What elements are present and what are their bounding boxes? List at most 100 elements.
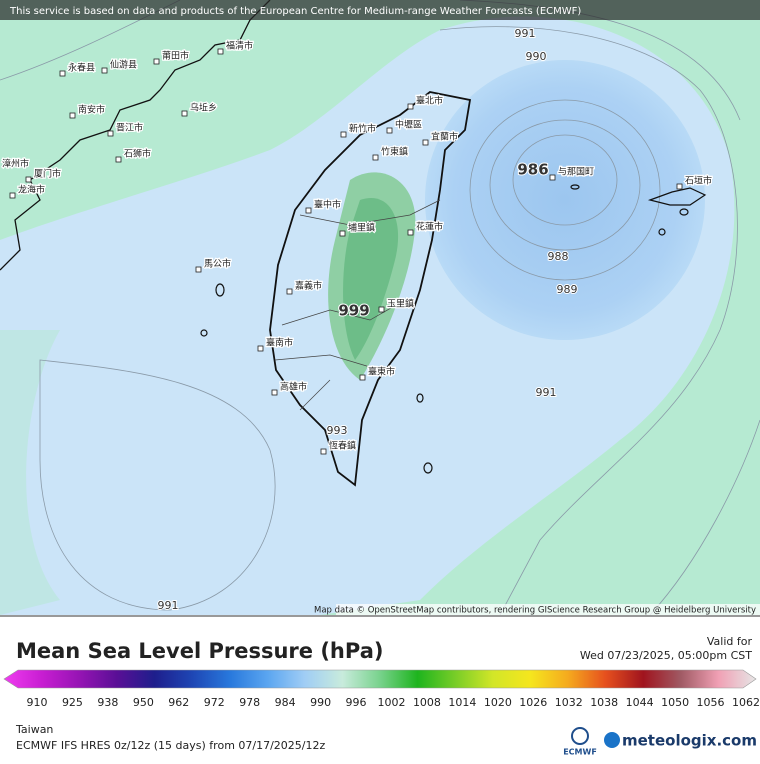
banner-background bbox=[0, 0, 760, 20]
contour-label: 999 bbox=[338, 302, 369, 320]
contour-label: 993 bbox=[327, 424, 348, 437]
colorbar-tick-label: 910 bbox=[27, 696, 48, 709]
contour-labels: 991 990 986 988 989 991 999 993 991 bbox=[157, 26, 579, 613]
place-marker bbox=[676, 183, 683, 190]
place-marker bbox=[372, 154, 379, 161]
colorbar-tick-label: 1020 bbox=[484, 696, 512, 709]
brand[interactable]: meteologix.com bbox=[622, 732, 757, 750]
colorbar-tick-label: 1038 bbox=[590, 696, 618, 709]
colorbar-tick-label: 962 bbox=[168, 696, 189, 709]
place-marker bbox=[217, 48, 224, 55]
colorbar-tick-label: 990 bbox=[310, 696, 331, 709]
place-label: 龙海市 bbox=[18, 184, 45, 196]
place-marker bbox=[195, 266, 202, 273]
place-marker bbox=[59, 70, 66, 77]
colorbar-tick-label: 1026 bbox=[519, 696, 547, 709]
place-marker bbox=[107, 130, 114, 137]
model-info: ECMWF IFS HRES 0z/12z (15 days) from 07/… bbox=[16, 739, 326, 752]
place-label: 玉里鎮 bbox=[387, 298, 414, 310]
terrain-pressure bbox=[343, 198, 399, 360]
contour-label: 991 bbox=[158, 599, 179, 612]
legend-title: Mean Sea Level Pressure (hPa) bbox=[16, 639, 383, 663]
place-marker bbox=[378, 306, 385, 313]
region: Taiwan bbox=[15, 723, 53, 736]
place-label: 恆春鎮 bbox=[329, 440, 356, 452]
colorbar-tick-label: 1056 bbox=[697, 696, 725, 709]
place-label: 竹東鎮 bbox=[381, 146, 408, 158]
colorbar: 910 925 938 950 962 972 978 984 990 996 1002 1008 10… bbox=[3, 669, 760, 709]
place-label: 漳州市 bbox=[2, 158, 29, 170]
valid-time: Wed 07/23/2025, 05:00pm CST bbox=[580, 649, 752, 662]
banner: This service is based on data and produc… bbox=[9, 6, 581, 17]
place-label: 花蓮市 bbox=[416, 221, 443, 233]
ecmwf-text: ECMWF bbox=[563, 748, 597, 757]
contour-label: 991 bbox=[515, 27, 536, 40]
place-marker bbox=[305, 207, 312, 214]
place-label: 中壢區 bbox=[395, 119, 422, 131]
taiwan-outline bbox=[269, 91, 472, 487]
valid-label: Valid for bbox=[707, 635, 753, 648]
place-label: 馬公市 bbox=[204, 258, 231, 270]
islands bbox=[200, 184, 707, 474]
place-label: 与那国町 bbox=[558, 167, 594, 178]
place-label: 臺南市 bbox=[266, 337, 293, 349]
contour-label: 991 bbox=[536, 386, 557, 399]
place-label: 厦门市 bbox=[34, 168, 61, 180]
place-marker bbox=[101, 67, 108, 74]
colorbar-tick-label: 925 bbox=[62, 696, 83, 709]
pressure-area bbox=[0, 330, 60, 615]
place-marker bbox=[359, 374, 366, 381]
ecmwf-logo: ECMWF bbox=[563, 727, 597, 757]
place-marker bbox=[181, 110, 188, 117]
place-label: 晋江市 bbox=[116, 122, 143, 134]
place-marker bbox=[320, 448, 327, 455]
place-label: 臺中市 bbox=[314, 199, 341, 211]
place-marker bbox=[9, 192, 16, 199]
colorbar-tick-label: 1014 bbox=[448, 696, 476, 709]
place-marker bbox=[407, 229, 414, 236]
place-marker bbox=[153, 58, 160, 65]
place-label: 宜蘭市 bbox=[431, 131, 458, 143]
colorbar-tick-label: 978 bbox=[239, 696, 260, 709]
place-label: 石垣市 bbox=[685, 175, 712, 187]
contour-label: 989 bbox=[557, 283, 578, 296]
colorbar-tick-label: 972 bbox=[204, 696, 225, 709]
place-label: 乌坵乡 bbox=[190, 102, 217, 114]
colorbar-tick-label: 1032 bbox=[555, 696, 583, 709]
place-label: 莆田市 bbox=[162, 50, 189, 62]
place-label: 南安市 bbox=[78, 104, 105, 116]
place-marker bbox=[340, 131, 347, 138]
attribution-background bbox=[336, 604, 760, 616]
place-label: 嘉義市 bbox=[295, 280, 322, 292]
place-marker bbox=[286, 288, 293, 295]
place-label: 永春县 bbox=[68, 62, 95, 74]
place-label: 仙游县 bbox=[110, 59, 137, 71]
county-borders bbox=[274, 199, 441, 411]
place-label: 臺北市 bbox=[416, 95, 443, 107]
colorbar-tick-label: 1002 bbox=[378, 696, 406, 709]
colorbar-tick-label: 1008 bbox=[413, 696, 441, 709]
place-marker bbox=[422, 139, 429, 146]
colorbar-tick-label: 1062 bbox=[732, 696, 760, 709]
place-marker bbox=[549, 174, 556, 181]
colorbar-tick-label: 984 bbox=[275, 696, 296, 709]
place-label: 高雄市 bbox=[280, 381, 307, 393]
coastline bbox=[0, 0, 271, 271]
place-marker bbox=[271, 389, 278, 396]
place-label: 臺東市 bbox=[368, 366, 395, 378]
place-marker bbox=[257, 345, 264, 352]
place-marker bbox=[339, 230, 346, 237]
contour-label: 990 bbox=[526, 50, 547, 63]
attribution[interactable]: Map data © OpenStreetMap contributors, r… bbox=[314, 606, 756, 616]
colorbar-tick-label: 1050 bbox=[661, 696, 689, 709]
colorbar-bar bbox=[3, 669, 757, 689]
brand-icon bbox=[604, 732, 620, 748]
place-label: 埔里鎮 bbox=[348, 222, 375, 234]
place-label: 福清市 bbox=[226, 40, 253, 52]
contour-label: 986 bbox=[517, 161, 548, 179]
place-marker bbox=[407, 103, 414, 110]
place-marker bbox=[69, 112, 76, 119]
